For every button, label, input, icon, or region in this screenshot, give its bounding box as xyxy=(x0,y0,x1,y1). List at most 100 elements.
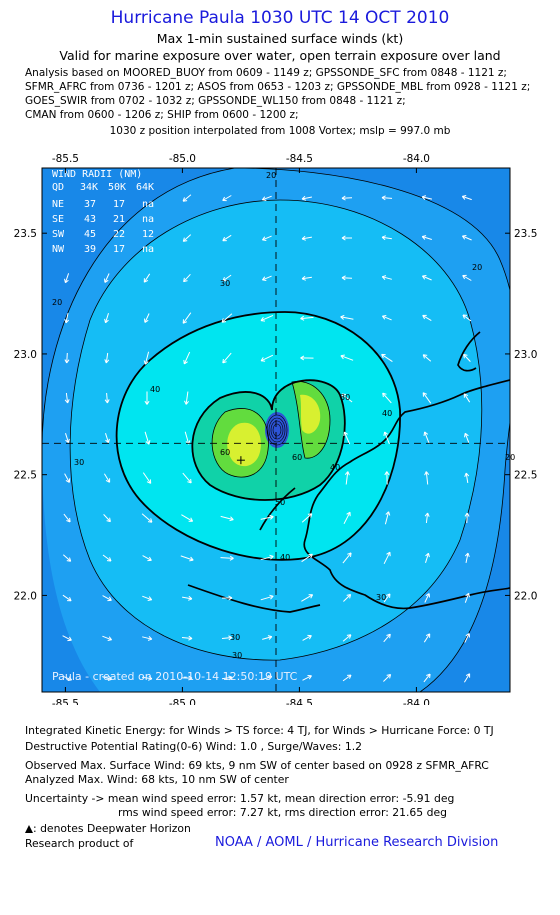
analysis-line: GOES_SWIR from 0702 - 1032 z; GPSSONDE_W… xyxy=(25,95,406,107)
wind-arrow xyxy=(301,553,313,563)
wind-arrow xyxy=(64,313,70,324)
wind-arrow xyxy=(144,313,150,323)
wind-radii-cell: SW xyxy=(52,229,65,240)
wind-arrow xyxy=(462,314,472,322)
deepwater-label: : denotes Deepwater Horizon xyxy=(33,822,191,835)
wind-arrow xyxy=(102,635,112,641)
lon-label: -84.0 xyxy=(403,153,430,165)
position-note: 1030 z position interpolated from 1008 V… xyxy=(109,125,451,137)
uncertainty-line: rms wind speed error: 7.27 kt, rms direc… xyxy=(118,806,447,819)
wind-arrow xyxy=(381,315,392,321)
wind-radii-header: 34K xyxy=(80,182,98,193)
analysis-line: CMAN from 0600 - 1206 z; SHIP from 0600 … xyxy=(25,109,299,121)
uncertainty-line: Uncertainty -> mean wind speed error: 1.… xyxy=(25,792,455,805)
wind-arrow xyxy=(104,313,109,324)
wind-arrow xyxy=(341,393,353,403)
wind-arrow xyxy=(341,275,353,281)
wind-arrow xyxy=(261,235,272,241)
wind-arrow xyxy=(64,473,71,483)
contour-label: 40 xyxy=(330,463,340,472)
wind-arrow xyxy=(383,551,391,565)
contour-label: 30 xyxy=(220,279,230,288)
wind-arrow xyxy=(102,676,113,681)
wind-radii-cell: na xyxy=(142,244,154,255)
wind-arrow xyxy=(142,595,153,601)
wind-arrow xyxy=(424,593,430,603)
wind-arrow xyxy=(221,635,233,641)
wind-arrow xyxy=(222,234,232,242)
wind-radii-cell: NW xyxy=(52,244,65,255)
wind-radii-cell: SE xyxy=(52,214,64,225)
wind-arrow xyxy=(461,195,472,201)
chart-subtitle: Max 1-min sustained surface winds (kt) xyxy=(156,31,404,46)
contour-label: 30 xyxy=(232,651,242,660)
noaa-credit-link[interactable]: NOAA / AOML / Hurricane Research Divisio… xyxy=(215,835,499,850)
contour-label: 30 xyxy=(230,633,240,642)
lat-label: 23.0 xyxy=(514,349,537,361)
contour-label: 60 xyxy=(292,453,302,462)
wind-arrow xyxy=(102,554,112,562)
cuba-coastline xyxy=(187,331,510,613)
wind-arrow xyxy=(383,593,391,603)
wind-radii-cell: na xyxy=(142,199,154,210)
wind-arrow xyxy=(64,352,70,364)
contour-label: 40 xyxy=(150,385,160,394)
wind-arrow xyxy=(383,674,392,682)
wind-radii-cell: 17 xyxy=(113,244,125,255)
wind-arrow xyxy=(62,594,72,602)
wind-arrow xyxy=(62,635,72,642)
wind-field-map: 20 20 20 20 30 30 30 30 30 30 40 40 40 4… xyxy=(14,153,538,705)
wind-radii-cell: 45 xyxy=(84,229,96,240)
wind-arrow xyxy=(143,351,150,365)
wind-radii-cell: NE xyxy=(52,199,64,210)
lon-label: -84.5 xyxy=(286,153,313,165)
wind-arrow xyxy=(464,472,470,483)
wind-arrow xyxy=(63,513,71,523)
contour-band-65 xyxy=(300,394,321,434)
wind-arrow xyxy=(260,314,274,322)
wind-arrow xyxy=(104,352,110,364)
max-wind-marker xyxy=(236,456,245,465)
contour-labels: 20 20 20 20 30 30 30 30 30 30 40 40 40 4… xyxy=(52,171,515,660)
wind-radii-header: 50K xyxy=(108,182,126,193)
contour-label: 40 xyxy=(382,409,392,418)
wind-arrow xyxy=(62,554,72,562)
wind-arrow xyxy=(424,471,430,485)
wind-arrow xyxy=(262,635,273,640)
wind-arrow xyxy=(421,195,433,201)
wind-arrow xyxy=(144,391,150,405)
wind-vectors xyxy=(62,194,472,683)
wind-radii-cell: 21 xyxy=(113,214,125,225)
lon-label: -84.5 xyxy=(286,698,313,705)
wind-arrow xyxy=(383,633,391,643)
wind-arrow xyxy=(341,235,352,241)
wind-arrow xyxy=(424,512,430,524)
wind-arrow xyxy=(222,352,232,364)
wind-arrow xyxy=(262,675,273,680)
wind-arrow xyxy=(261,275,272,281)
wind-arrow xyxy=(302,634,312,641)
chart-title: Hurricane Paula 1030 UTC 14 OCT 2010 xyxy=(110,8,450,28)
contour-label: 40 xyxy=(280,553,290,562)
wind-arrow xyxy=(302,675,312,681)
deepwater-legend: : denotes Deepwater Horizon xyxy=(25,822,191,835)
wind-arrow xyxy=(301,195,312,201)
wind-arrow xyxy=(181,514,194,522)
wind-arrow xyxy=(182,472,192,484)
wind-arrow xyxy=(381,353,393,363)
wind-arrow xyxy=(421,235,432,240)
dpr-line: Destructive Potential Rating(0-6) Wind: … xyxy=(25,740,363,753)
wind-arrow xyxy=(341,195,353,201)
wind-arrow xyxy=(342,674,352,682)
wind-arrow xyxy=(182,234,192,242)
lon-label: -85.0 xyxy=(169,698,196,705)
contour-label: 20 xyxy=(266,171,276,180)
wind-arrow xyxy=(463,673,471,683)
wind-arrow xyxy=(384,511,391,525)
wind-arrow xyxy=(422,392,432,404)
wind-arrow xyxy=(381,275,392,280)
lat-label: 23.0 xyxy=(14,349,37,361)
wind-arrow xyxy=(220,515,234,522)
wind-arrow xyxy=(220,555,234,561)
contour-label: 30 xyxy=(376,593,386,602)
